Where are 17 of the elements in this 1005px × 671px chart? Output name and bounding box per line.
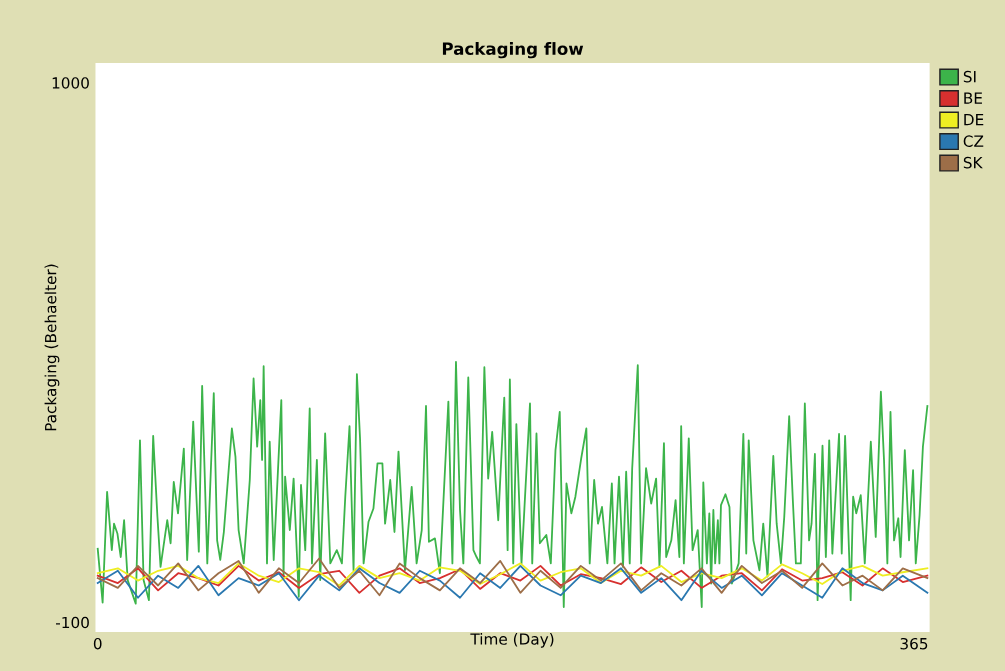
legend-label: CZ (963, 135, 984, 147)
y-axis-title: Packaging (Behaelter) (44, 264, 60, 431)
x-axis-title: Time (Day) (470, 632, 554, 648)
line-series (96, 360, 929, 608)
x-tick-label: 0 (93, 637, 102, 650)
legend-label: BE (964, 92, 982, 104)
legend-label: SK (963, 156, 983, 169)
line-series (96, 564, 929, 602)
chart-title: Packaging flow (442, 42, 584, 59)
legend-label: SI (963, 70, 976, 83)
x-tick-label: 365 (900, 637, 928, 650)
line-series (96, 557, 929, 597)
line-series (96, 564, 929, 594)
legend-label: DE (964, 114, 984, 126)
y-tick-label: -100 (55, 616, 89, 629)
y-tick-label: 1000 (52, 77, 89, 89)
line-series (96, 562, 929, 587)
